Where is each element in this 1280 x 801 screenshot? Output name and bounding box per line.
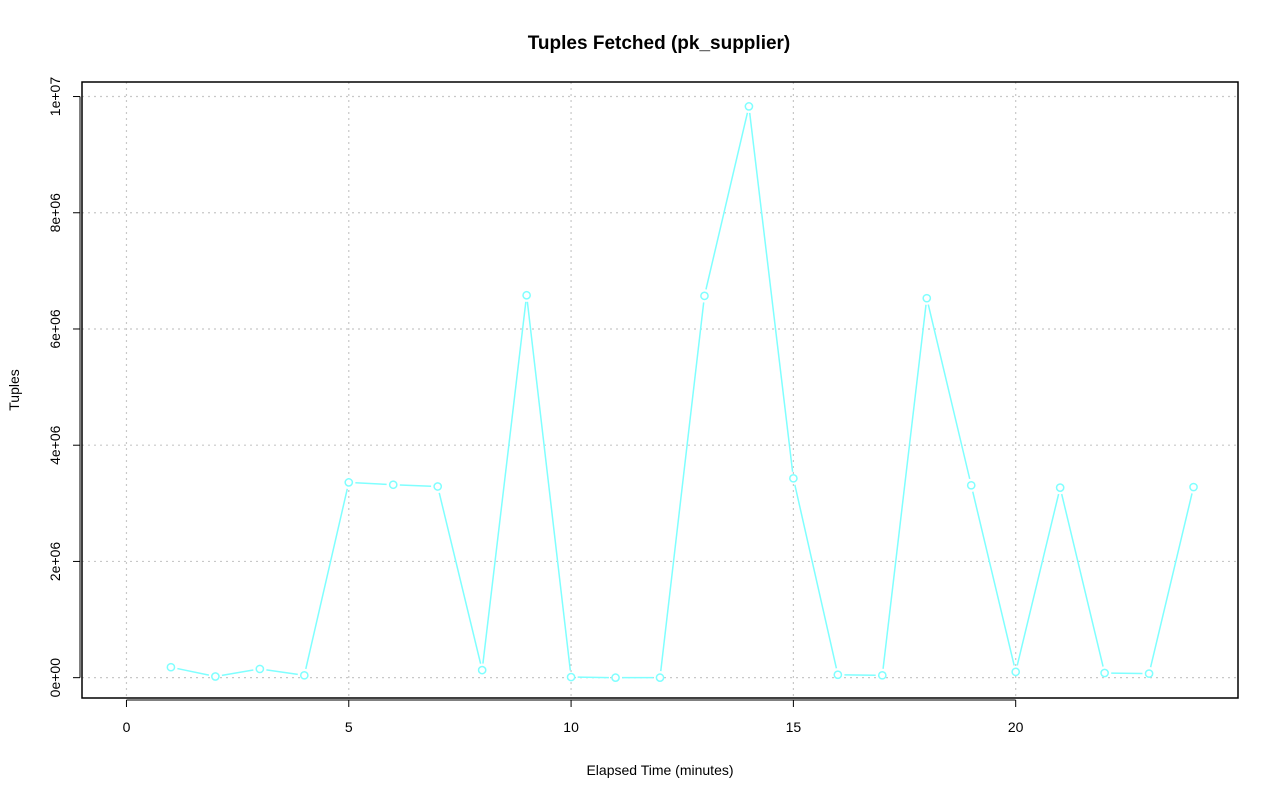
data-point [700, 291, 709, 301]
y-tick-label: 4e+06 [47, 425, 63, 465]
y-tick-label: 6e+06 [47, 309, 63, 349]
data-point [789, 473, 798, 483]
x-tick-label: 0 [123, 719, 131, 735]
series-line-segment [927, 304, 971, 480]
x-tick-label: 10 [563, 719, 579, 735]
x-tick-label: 15 [786, 719, 802, 735]
series-line-segment [882, 304, 927, 669]
series-line-segment [794, 484, 838, 669]
series-line-segment [748, 112, 794, 472]
data-point [299, 670, 309, 680]
series-layer [166, 102, 1198, 683]
plot-area-border [81, 81, 1239, 699]
y-axis-label: Tuples [6, 369, 22, 411]
series-line-segment [1016, 493, 1060, 666]
data-point [211, 672, 220, 681]
data-point [255, 664, 265, 674]
series-line-segment [399, 484, 432, 487]
y-tick-label: 2e+06 [47, 542, 63, 582]
x-axis-label: Elapsed Time (minutes) [586, 762, 733, 778]
data-point [166, 662, 176, 672]
data-point [744, 102, 754, 111]
series-line-segment [526, 301, 572, 671]
data-point [1011, 667, 1021, 677]
y-tick-label: 8e+06 [47, 193, 63, 233]
chart-title: Tuples Fetched (pk_supplier) [528, 33, 791, 54]
data-point [877, 670, 887, 680]
series-line-segment [482, 301, 527, 664]
series-line-segment [1149, 493, 1193, 668]
x-tick-label: 5 [345, 719, 353, 735]
series-line-segment [705, 112, 749, 290]
data-point [522, 290, 531, 300]
data-point [1189, 482, 1198, 492]
data-point [922, 293, 932, 303]
data-point [611, 673, 620, 683]
data-point [655, 673, 665, 683]
series-line-segment [972, 491, 1015, 666]
series-line-segment [221, 669, 254, 677]
series-line-segment [660, 302, 705, 672]
data-point [833, 670, 843, 680]
data-point [344, 478, 354, 487]
series-line-segment [266, 669, 298, 676]
x-tick-label: 20 [1008, 719, 1024, 735]
data-point [566, 672, 576, 682]
series-line-segment [438, 492, 482, 664]
data-point [1144, 669, 1154, 678]
y-tick-label: 1e+07 [47, 77, 63, 117]
data-point [1055, 483, 1065, 492]
data-point [1100, 668, 1109, 678]
data-point [477, 665, 487, 675]
data-point [388, 480, 398, 490]
series-line-segment [177, 667, 210, 676]
data-point [966, 480, 976, 490]
series-line-segment [355, 481, 387, 486]
axes: 0 5 10 15 20 0e+00 2e+06 4e+06 6e+06 8e+06 1e+07 [47, 77, 1024, 735]
y-tick-label: 0e+00 [47, 658, 63, 698]
grid-lines [82, 82, 1238, 698]
series-line-segment [1060, 493, 1104, 667]
series-line-segment [305, 488, 349, 670]
data-point [433, 482, 443, 491]
